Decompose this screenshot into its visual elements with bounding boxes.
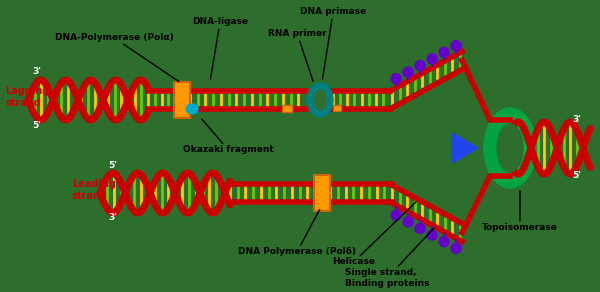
- Circle shape: [427, 230, 437, 240]
- Circle shape: [439, 237, 449, 247]
- Circle shape: [451, 41, 461, 51]
- Bar: [282, 105, 292, 112]
- Circle shape: [427, 54, 437, 64]
- Circle shape: [403, 217, 413, 227]
- Text: Lagging
strand: Lagging strand: [5, 86, 49, 108]
- Circle shape: [403, 67, 413, 77]
- Text: DNA-ligase: DNA-ligase: [192, 18, 248, 79]
- Ellipse shape: [497, 124, 523, 172]
- Text: 5': 5': [572, 171, 581, 180]
- Polygon shape: [452, 133, 478, 163]
- Text: DNA primase: DNA primase: [300, 8, 366, 79]
- Text: 3': 3': [572, 115, 581, 124]
- Ellipse shape: [307, 83, 333, 117]
- Circle shape: [439, 47, 449, 57]
- Ellipse shape: [484, 108, 536, 188]
- Text: DNA Polymerase (Polδ): DNA Polymerase (Polδ): [238, 209, 356, 256]
- Text: Leading
strand: Leading strand: [72, 179, 116, 201]
- Text: Single strand,
Binding proteins: Single strand, Binding proteins: [345, 228, 434, 288]
- Circle shape: [391, 210, 401, 220]
- Text: DNA-Polymerase (Polα): DNA-Polymerase (Polα): [55, 34, 179, 81]
- Text: Okazaki fragment: Okazaki fragment: [183, 119, 274, 154]
- Bar: [174, 82, 190, 118]
- Text: 3': 3': [32, 67, 41, 76]
- Bar: [314, 175, 330, 211]
- Circle shape: [415, 223, 425, 234]
- Text: 3': 3': [108, 213, 117, 222]
- Text: 5': 5': [32, 121, 41, 130]
- Text: Helicase: Helicase: [332, 202, 416, 267]
- Bar: [333, 105, 341, 111]
- Circle shape: [391, 74, 401, 84]
- Text: 5': 5': [108, 161, 117, 170]
- Ellipse shape: [186, 104, 198, 114]
- Text: Topoisomerase: Topoisomerase: [482, 191, 558, 232]
- Text: RNA primer: RNA primer: [268, 29, 326, 81]
- Ellipse shape: [314, 90, 326, 110]
- Circle shape: [415, 60, 425, 70]
- Circle shape: [451, 243, 461, 253]
